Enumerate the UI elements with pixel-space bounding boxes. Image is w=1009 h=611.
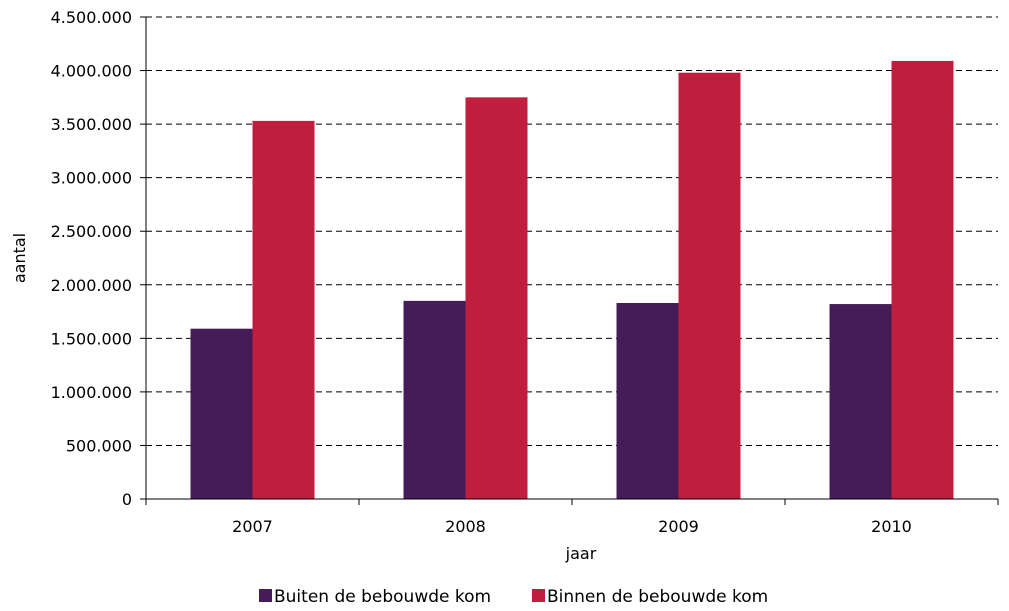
legend: Buiten de bebouwde kom Binnen de bebouwde… bbox=[259, 587, 768, 607]
bar-buiten-de-bebouwde-kom-2009 bbox=[616, 302, 679, 499]
x-tick-labels: 2007 2008 2009 2010 bbox=[232, 517, 912, 536]
y-tick-label: 4.500.000 bbox=[51, 8, 132, 27]
bar-buiten-de-bebouwde-kom-2010 bbox=[829, 304, 892, 499]
bar-binnen-de-bebouwde-kom-2010 bbox=[891, 60, 954, 499]
y-tick-label: 4.000.000 bbox=[51, 62, 132, 81]
bar-binnen-de-bebouwde-kom-2007 bbox=[252, 120, 315, 500]
legend-label: Buiten de bebouwde kom bbox=[274, 587, 491, 607]
x-axis-title: jaar bbox=[565, 544, 597, 563]
legend-label: Binnen de bebouwde kom bbox=[547, 587, 768, 607]
y-tick-label: 2.000.000 bbox=[51, 276, 132, 295]
y-tick-label: 3.000.000 bbox=[51, 169, 132, 188]
legend-swatch bbox=[532, 589, 545, 602]
y-tick-label: 1.500.000 bbox=[51, 329, 132, 348]
x-tick-label: 2009 bbox=[658, 517, 699, 536]
y-tick-label: 2.500.000 bbox=[51, 222, 132, 241]
y-axis-title: aantal bbox=[10, 233, 29, 283]
bar-buiten-de-bebouwde-kom-2008 bbox=[403, 300, 466, 499]
y-tick-label: 1.000.000 bbox=[51, 383, 132, 402]
axes bbox=[140, 16, 999, 505]
legend-swatch bbox=[259, 589, 272, 602]
bar-buiten-de-bebouwde-kom-2007 bbox=[190, 328, 253, 499]
x-tick-label: 2010 bbox=[871, 517, 912, 536]
bars bbox=[190, 60, 954, 500]
x-tick-label: 2008 bbox=[445, 517, 486, 536]
y-tick-label: 0 bbox=[122, 490, 132, 509]
y-tick-label: 3.500.000 bbox=[51, 115, 132, 134]
x-tick-label: 2007 bbox=[232, 517, 273, 536]
bar-binnen-de-bebouwde-kom-2008 bbox=[465, 97, 528, 499]
y-tick-labels: 0 500.000 1.000.000 1.500.000 2.000.000 2.500… bbox=[51, 8, 132, 509]
bar-binnen-de-bebouwde-kom-2009 bbox=[678, 72, 741, 499]
y-tick-label: 500.000 bbox=[66, 436, 132, 455]
